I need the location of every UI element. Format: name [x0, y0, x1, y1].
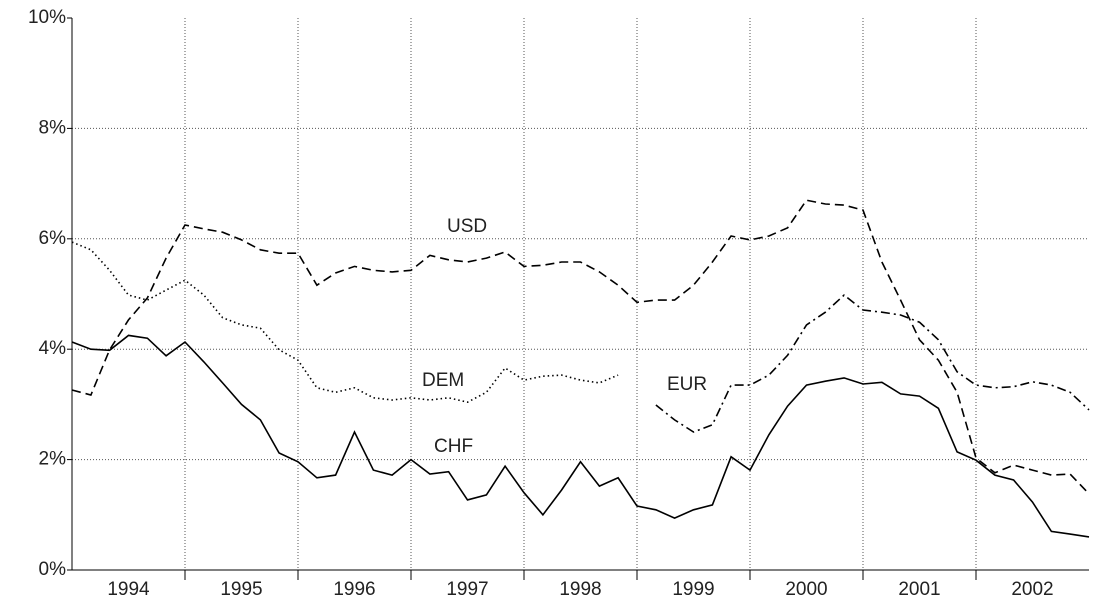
x-tick-label: 2001: [898, 579, 940, 600]
series-line: [71, 199, 1090, 495]
series-label: EUR: [667, 374, 707, 395]
series-line: [71, 241, 619, 404]
x-tick-label: 2000: [785, 579, 827, 600]
series-label: DEM: [422, 370, 464, 391]
series-line: [655, 294, 1090, 433]
series-label: USD: [447, 216, 487, 237]
y-tick-label: 0%: [39, 559, 67, 580]
y-tick-label: 10%: [28, 7, 66, 28]
x-tick-label: 1999: [672, 579, 714, 600]
x-tick-label: 1995: [220, 579, 262, 600]
x-tick-label: 1994: [107, 579, 150, 600]
series-label: CHF: [434, 436, 473, 457]
y-tick-label: 8%: [39, 117, 67, 138]
x-tick-label: 1996: [333, 579, 375, 600]
y-tick-label: 6%: [39, 228, 67, 249]
y-tick-label: 2%: [39, 449, 67, 470]
y-tick-label: 4%: [39, 338, 67, 359]
x-tick-label: 2002: [1011, 579, 1053, 600]
x-tick-label: 1997: [446, 579, 488, 600]
series-line: [71, 334, 1090, 538]
x-tick-label: 1998: [559, 579, 601, 600]
